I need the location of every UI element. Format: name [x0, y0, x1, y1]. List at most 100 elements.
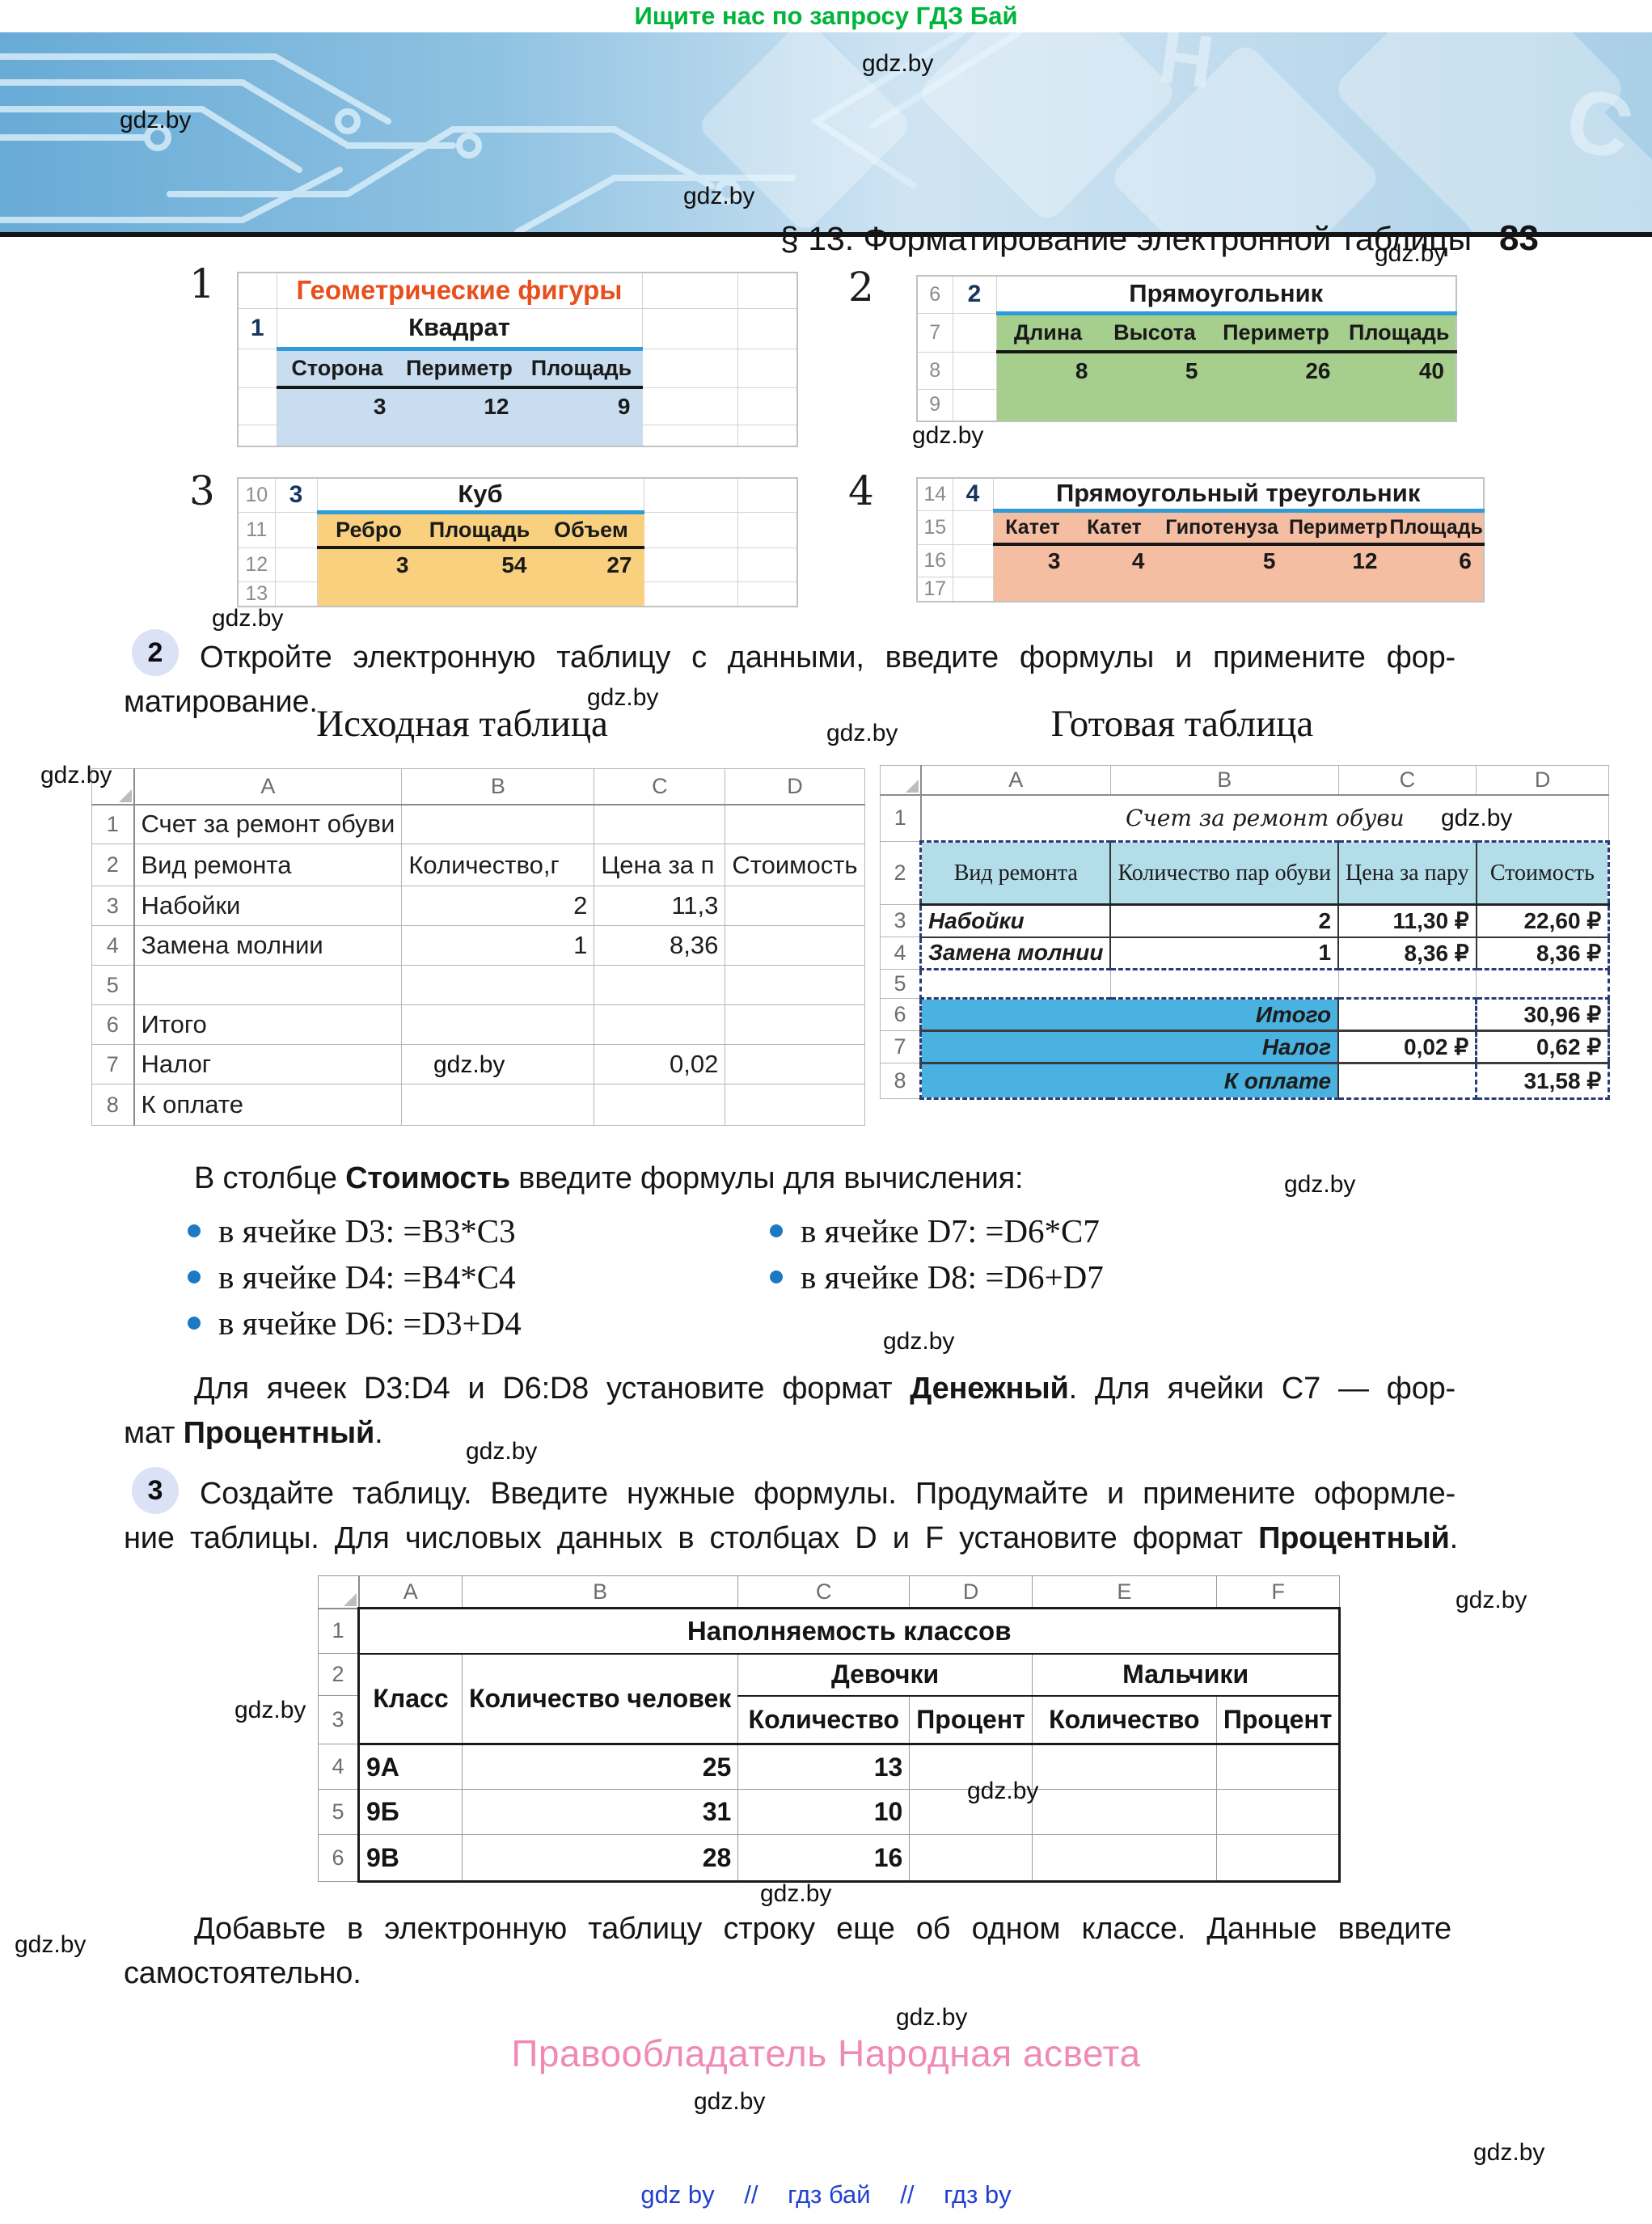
- gdz-watermark: gdz.by: [683, 183, 755, 209]
- row-number: 9: [916, 388, 953, 422]
- col-header: Площадь: [1388, 509, 1485, 546]
- row-number: 5: [91, 965, 135, 1005]
- note-text: Для ячеек D3:D4 и D6:D8 установите форма…: [194, 1372, 911, 1406]
- gdz-watermark: gdz.by: [912, 422, 984, 449]
- cell-value: 12: [397, 387, 522, 425]
- col-header: Высота: [1099, 312, 1210, 353]
- cell-number: 1: [237, 307, 277, 349]
- cell: Налог: [133, 1044, 403, 1085]
- cell-value: 4: [1071, 543, 1157, 577]
- cell: 10: [737, 1789, 911, 1835]
- formula-text: в ячейке D3: =B3*C3: [218, 1212, 516, 1249]
- col-header: Катет: [992, 509, 1073, 546]
- cell: 0,02: [594, 1044, 726, 1085]
- cell: 8,36 ₽: [1337, 937, 1477, 970]
- section-title: § 13. Форматирование электронной таблицы: [780, 220, 1472, 257]
- gdz-watermark: gdz.by: [862, 50, 934, 77]
- gdz-watermark: gdz.by: [826, 720, 898, 746]
- ready-spreadsheet: A B C D 1 Счет за ремонт обуви 2 Вид рем…: [880, 765, 1611, 1100]
- subheader: Количество: [1031, 1695, 1217, 1745]
- sheet-title: Геометрические фигуры: [276, 272, 643, 309]
- caption-ready-table: Готовая таблица: [1050, 703, 1314, 745]
- gdz-watermark: gdz.by: [1284, 1171, 1356, 1198]
- col-letter: C: [737, 1575, 911, 1609]
- format-note-line1: Для ячеек D3:D4 и D6:D8 установите форма…: [194, 1368, 1456, 1409]
- bullet-icon: [188, 1317, 201, 1330]
- caption-source-table: Исходная таблица: [316, 703, 608, 745]
- cell: 2: [401, 886, 595, 926]
- page-number: 83: [1499, 218, 1539, 258]
- format-note-line2: мат Процентный.: [124, 1413, 383, 1453]
- cell: 25: [461, 1744, 739, 1790]
- footer-link-gdz-bai[interactable]: гдз бай: [788, 2180, 871, 2209]
- row-number: 5: [318, 1789, 360, 1835]
- col-header: Площадь: [420, 511, 539, 549]
- select-all-corner-icon: [318, 1575, 360, 1609]
- source-spreadsheet: A B C D 1 Счет за ремонт обуви 2 Вид ремо…: [91, 768, 865, 1126]
- row-number: 3: [91, 886, 135, 926]
- cell: Цена за п: [594, 844, 726, 886]
- footer-links: gdz by // гдз бай // гдз by: [0, 2180, 1652, 2209]
- cell: К оплате: [919, 1063, 1340, 1100]
- col-header: Длина: [995, 312, 1101, 353]
- figure-label-4: 4: [848, 467, 874, 514]
- cell: 0,62 ₽: [1476, 1030, 1611, 1064]
- cell: 1: [1109, 937, 1340, 970]
- formulas-intro-c: введите формулы для вычисления:: [509, 1161, 1024, 1195]
- cell-value: 6: [1388, 543, 1485, 577]
- gdz-watermark: gdz.by: [15, 1931, 87, 1958]
- col-letter: B: [401, 768, 595, 805]
- gdz-watermark: gdz.by: [967, 1778, 1039, 1804]
- col-header: Периметр: [397, 348, 522, 389]
- gdz-watermark: gdz.by: [760, 1880, 832, 1907]
- row-number: 7: [916, 312, 953, 353]
- cell: 8,36 ₽: [1476, 937, 1611, 970]
- row-number: 12: [237, 547, 276, 582]
- footer-link-gdz-by[interactable]: gdz by: [640, 2180, 715, 2209]
- formula-item: в ячейке D8: =D6+D7: [770, 1258, 1104, 1296]
- gdz-watermark: gdz.by: [694, 2088, 766, 2115]
- col-header: Периметр: [1287, 509, 1390, 546]
- header-class: Класс: [357, 1653, 463, 1745]
- col-header: Цена за пару: [1337, 840, 1477, 906]
- bullet-icon: [770, 1224, 783, 1237]
- cell-value: 40: [1341, 351, 1457, 390]
- cell-value: 5: [1099, 351, 1210, 390]
- gdz-watermark: gdz.by: [1456, 1587, 1527, 1613]
- spreadsheet-cube: 10 3 Куб 11 Ребро Площадь Объем 12 3 54 27…: [237, 477, 798, 607]
- cell: 31,58 ₽: [1476, 1063, 1611, 1100]
- shape-name: Прямоугольный треугольник: [992, 477, 1485, 513]
- cell: 16: [737, 1834, 911, 1883]
- row-number: 6: [91, 1004, 135, 1045]
- col-header: Количество пар обуви: [1109, 840, 1340, 906]
- cell: Стоимость: [725, 844, 865, 886]
- cell-number: 4: [952, 477, 994, 511]
- row-number: 13: [237, 581, 276, 607]
- bullet-icon: [188, 1224, 201, 1237]
- row-number: 7: [91, 1044, 135, 1085]
- col-letter: E: [1031, 1575, 1217, 1609]
- formulas-intro-bold: Стоимость: [345, 1161, 510, 1195]
- row-number: 3: [880, 904, 922, 937]
- gdz-watermark: gdz.by: [120, 107, 192, 133]
- cell: Налог: [919, 1030, 1340, 1064]
- cell: Количество,г: [401, 844, 595, 886]
- col-letter: B: [1109, 765, 1339, 796]
- col-letter: B: [461, 1575, 739, 1609]
- section-header: § 13. Форматирование электронной таблицы…: [780, 218, 1539, 259]
- header-boys: Мальчики: [1031, 1653, 1341, 1697]
- formulas-intro-a: В столбце: [194, 1161, 346, 1195]
- col-header: Стоимость: [1476, 840, 1611, 906]
- footer-link-gdz-by2[interactable]: гдз by: [944, 2180, 1012, 2209]
- task3-text-line2: ние таблицы. Для числовых данных в столб…: [124, 1518, 1458, 1558]
- gdz-watermark: gdz.by: [433, 1051, 505, 1078]
- bullet-icon: [770, 1271, 783, 1283]
- select-all-corner-icon: [880, 765, 922, 796]
- spreadsheet-rectangle: 6 2 Прямоугольник 7 Длина Высота Периметр …: [916, 275, 1457, 422]
- gdz-watermark: gdz.by: [1375, 240, 1447, 267]
- cell: Набойки: [133, 886, 403, 926]
- col-header: Сторона: [276, 348, 399, 389]
- spreadsheet-triangle: 14 4 Прямоугольный треугольник 15 Катет Ка…: [916, 477, 1485, 603]
- cell: Итого: [919, 998, 1340, 1032]
- cell-value: 3: [316, 547, 421, 582]
